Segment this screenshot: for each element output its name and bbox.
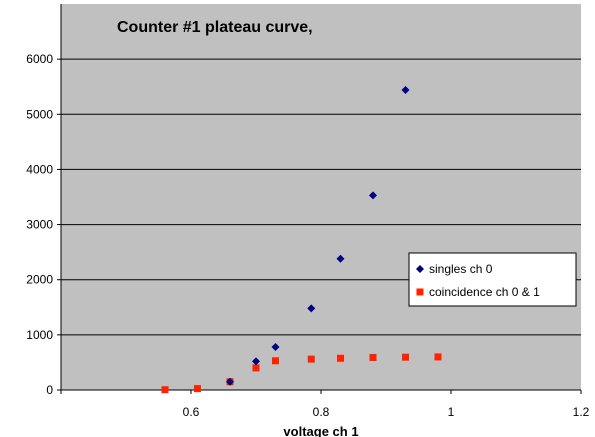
coincidence-point	[369, 353, 377, 361]
x-tick-label: 1.2	[573, 405, 590, 419]
coincidence-point	[307, 355, 315, 363]
y-tick-label: 3000	[26, 218, 53, 232]
legend-marker-singles	[416, 265, 424, 273]
coincidence-point	[272, 357, 279, 365]
data-series	[161, 86, 442, 394]
legend: singles ch 0 coincidence ch 0 & 1	[408, 252, 577, 307]
singles-point	[307, 304, 316, 313]
x-axis-label: voltage ch 1	[283, 424, 358, 437]
legend-box	[408, 252, 577, 307]
plot-area	[61, 4, 581, 390]
legend-label: coincidence ch 0 & 1	[429, 285, 540, 299]
x-tick-label: 1	[448, 405, 455, 419]
y-tick-label: 5000	[26, 107, 53, 121]
y-tick-label: 4000	[26, 162, 53, 176]
chart-title: Counter #1 plateau curve,	[117, 19, 313, 36]
singles-point	[252, 357, 260, 366]
x-tick-label: 0.6	[183, 405, 200, 419]
coincidence-point	[434, 353, 442, 361]
coincidence-point	[402, 353, 409, 361]
singles-point	[271, 342, 280, 351]
y-axis-ticks: 0 1000 2000 3000 4000 5000 6000	[26, 52, 61, 397]
y-tick-label: 6000	[26, 52, 53, 66]
coincidence-point	[194, 385, 201, 393]
coincidence-point	[252, 364, 260, 372]
coincidence-point	[337, 354, 344, 362]
legend-marker-coincidence	[416, 288, 424, 296]
series-singles	[226, 86, 410, 386]
y-tick-label: 0	[46, 383, 53, 397]
y-tick-label: 1000	[26, 328, 53, 342]
singles-point	[401, 86, 410, 95]
coincidence-point	[161, 386, 169, 394]
x-tick-label: 0.8	[313, 405, 330, 419]
legend-items: singles ch 0 coincidence ch 0 & 1	[416, 262, 540, 299]
y-tick-label: 2000	[26, 273, 53, 287]
x-axis-ticks: 0.6 0.8 1 1.2	[60, 390, 590, 419]
singles-point	[226, 377, 234, 386]
singles-point	[336, 254, 345, 263]
legend-label: singles ch 0	[429, 262, 493, 276]
singles-point	[369, 191, 377, 200]
gridlines	[61, 58, 581, 336]
